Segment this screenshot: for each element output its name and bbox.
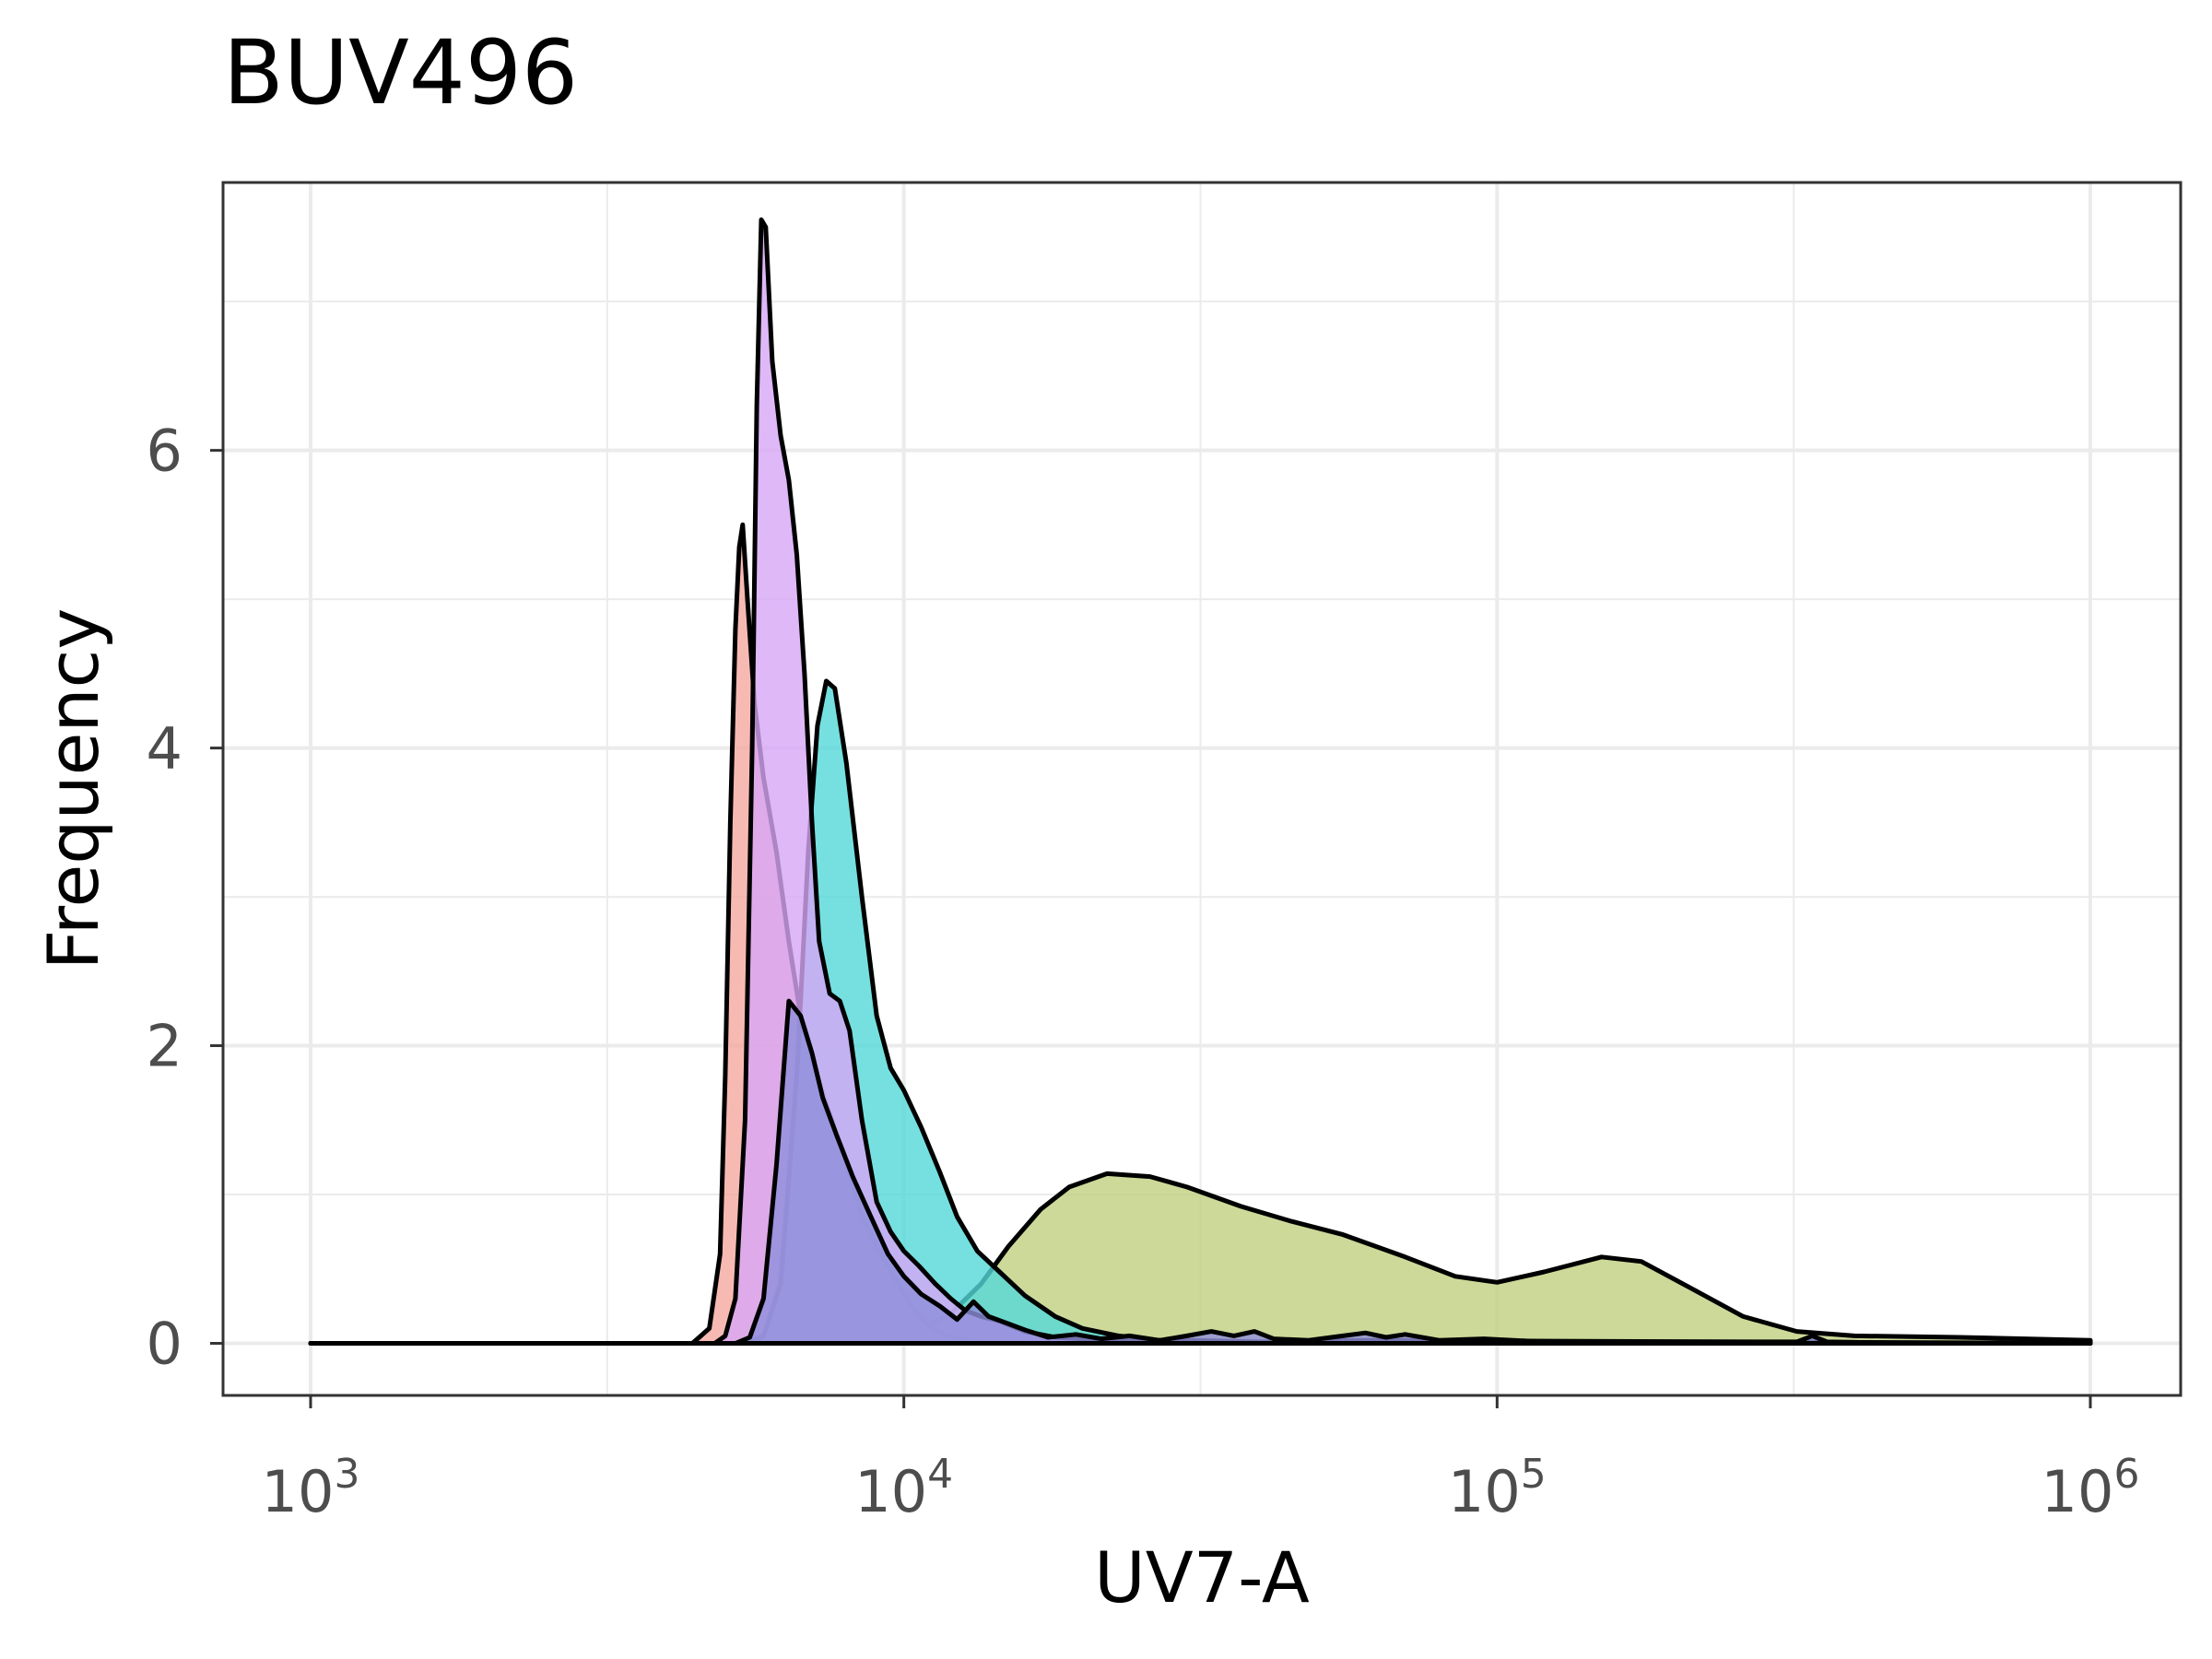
plot-border	[221, 181, 2183, 1397]
y-axis-label: Frequency	[32, 608, 114, 971]
y-tick-label: 2	[147, 1013, 182, 1080]
density-series	[308, 217, 2093, 1346]
x-axis-label: UV7-A	[1094, 1536, 1310, 1618]
y-tick-label: 6	[147, 418, 182, 485]
x-tick-label: 106	[2041, 1451, 2140, 1525]
density-area-5	[308, 998, 2093, 1346]
x-tick-label: 104	[854, 1451, 953, 1525]
y-axis: 0 2 4 6	[147, 418, 223, 1377]
y-tick-label: 0	[147, 1310, 182, 1377]
x-axis: 103 104 105 106	[262, 1395, 2140, 1525]
chart-title: BUV496	[223, 21, 578, 124]
x-tick-label: 103	[262, 1451, 360, 1525]
x-tick-label: 105	[1448, 1451, 1547, 1525]
grid-minor	[223, 182, 2181, 1395]
y-tick-label: 4	[147, 715, 182, 782]
